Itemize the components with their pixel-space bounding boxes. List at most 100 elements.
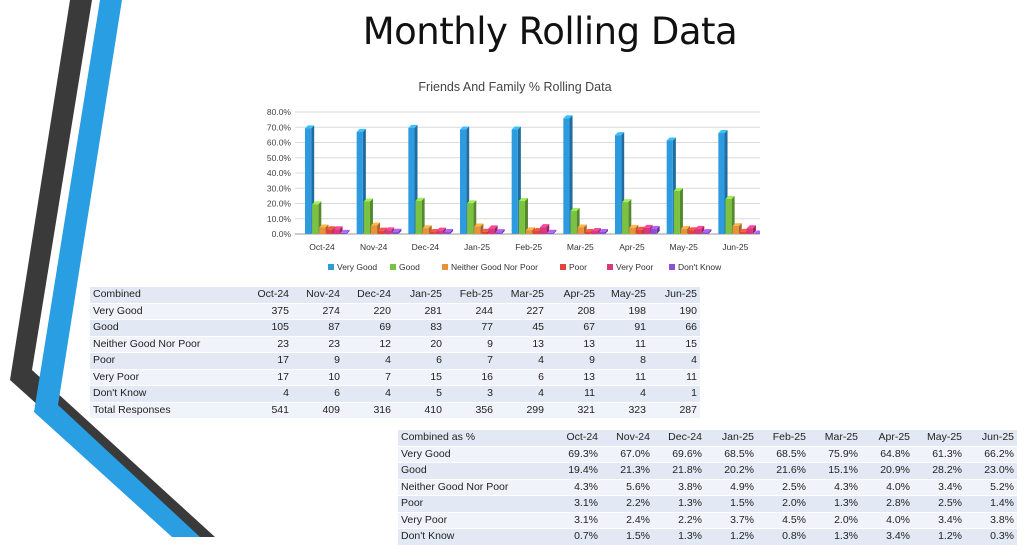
bar [577, 227, 584, 234]
cell-value: 2.0% [757, 495, 809, 513]
legend-label: Very Good [337, 262, 377, 272]
bar-chart: Friends And Family % Rolling Data 0.0% 10… [267, 80, 760, 272]
cell-value: 2.2% [653, 512, 705, 529]
bar-top [511, 126, 521, 130]
legend-swatch [442, 264, 448, 270]
y-tick-label: 80.0% [267, 107, 292, 117]
cell-value: 69.3% [549, 446, 601, 463]
y-tick-label: 40.0% [267, 168, 292, 178]
bar [488, 228, 495, 234]
cell-value: Oct-24 [549, 430, 601, 447]
bar-side [701, 225, 705, 234]
cell-value: Jan-25 [394, 287, 445, 304]
bar-top [488, 225, 498, 229]
cell-value: 4.3% [549, 479, 601, 496]
bar-side [569, 115, 573, 234]
table-row: Good 19.4% 21.3% 21.8% 20.2% 21.6% 15.1% 20.9% 2… [398, 462, 1017, 480]
cell-value: 21.6% [757, 462, 809, 480]
cell-value: 21.8% [653, 462, 705, 480]
row-label: Don't Know [90, 385, 241, 403]
bar [467, 203, 474, 234]
bar [615, 135, 622, 234]
cell-value: 17 [241, 369, 292, 386]
bar-side [442, 227, 446, 234]
cell-value: 9 [547, 352, 598, 370]
bar-top [436, 227, 446, 231]
bar-side [524, 198, 528, 234]
table-header-row: Combined Oct-24 Nov-24 Dec-24 Jan-25 Feb-25 Ma… [90, 287, 700, 304]
cell-value: 410 [394, 402, 445, 419]
table-row: Very Good 69.3% 67.0% 69.6% 68.5% 68.5% 75.9% 6… [398, 446, 1017, 463]
cell-value: 198 [598, 303, 649, 320]
bar-top [319, 224, 329, 228]
cell-value: 2.4% [601, 512, 653, 529]
row-label: Neither Good Nor Poor [90, 336, 241, 353]
bar [687, 230, 695, 234]
bar [739, 231, 746, 234]
cell-value: 2.5% [913, 495, 965, 513]
bar-side [553, 229, 557, 234]
bar-top [540, 224, 550, 228]
bar-top [570, 207, 580, 211]
bar-top [333, 226, 343, 230]
cell-value: Oct-24 [241, 287, 292, 304]
bar-top [650, 225, 660, 229]
cell-value: 15 [394, 369, 445, 386]
bars [305, 115, 760, 235]
dark-stripe [10, 0, 215, 537]
cell-value: 4 [241, 385, 292, 403]
cell-value: 20 [394, 336, 445, 353]
bar [363, 201, 370, 234]
table-row: Very Poor 17 10 7 15 16 6 13 11 11 [90, 369, 700, 386]
table-row: Poor 3.1% 2.2% 1.3% 1.5% 2.0% 1.3% 2.8% 2.5% 1.4% [398, 495, 1017, 513]
bar [622, 202, 629, 234]
responses-count-table: Combined Oct-24 Nov-24 Dec-24 Jan-25 Feb-25 Ma… [90, 287, 700, 419]
cell-value: 4 [496, 352, 547, 370]
bar [312, 204, 319, 234]
bar-top [695, 225, 705, 229]
bar-top [481, 228, 491, 232]
bar-top [622, 199, 632, 203]
bar-top [363, 198, 373, 202]
chart-title: Friends And Family % Rolling Data [418, 80, 611, 94]
cell-value: 12 [343, 336, 394, 353]
cell-value: 3.1% [549, 512, 601, 529]
cell-value: 281 [394, 303, 445, 320]
cell-value: Nov-24 [292, 287, 343, 304]
legend-swatch [560, 264, 566, 270]
cell-value: 20.9% [861, 462, 913, 480]
bar-top [643, 224, 653, 228]
cell-value: 2.0% [809, 512, 861, 529]
cell-value: May-25 [913, 430, 965, 447]
cell-value: Dec-24 [343, 287, 394, 304]
cell-value: 66.2% [965, 446, 1017, 463]
bar-top [629, 224, 639, 228]
bar [547, 232, 554, 234]
bar-top [474, 223, 484, 227]
cell-value: 69 [343, 319, 394, 337]
legend-swatch [669, 264, 675, 270]
bar-top [591, 227, 601, 231]
bar-top [636, 226, 646, 230]
bar [474, 226, 481, 234]
cell-value: 10 [292, 369, 343, 386]
bar [570, 210, 577, 234]
bar [680, 228, 688, 234]
cell-value: 3.8% [965, 512, 1017, 529]
cell-value: 4 [343, 385, 394, 403]
bar-top [680, 225, 691, 229]
cell-value: 91 [598, 319, 649, 337]
x-tick-label: Oct-24 [309, 242, 335, 252]
cell-value: 8 [598, 352, 649, 370]
cell-value: 1.5% [705, 495, 757, 513]
cell-value: 5 [394, 385, 445, 403]
bar [695, 228, 702, 234]
cell-value: 190 [649, 303, 700, 320]
y-axis-ticks: 0.0% 10.0% 20.0% 30.0% 40.0% 50.0% 60.0% 70.0% 8… [267, 107, 292, 239]
bar-top [732, 223, 742, 227]
bar-side [398, 228, 402, 234]
legend-label: Good [399, 262, 420, 272]
bar [518, 201, 525, 234]
bar-side [391, 227, 395, 234]
bar-side [679, 187, 683, 234]
